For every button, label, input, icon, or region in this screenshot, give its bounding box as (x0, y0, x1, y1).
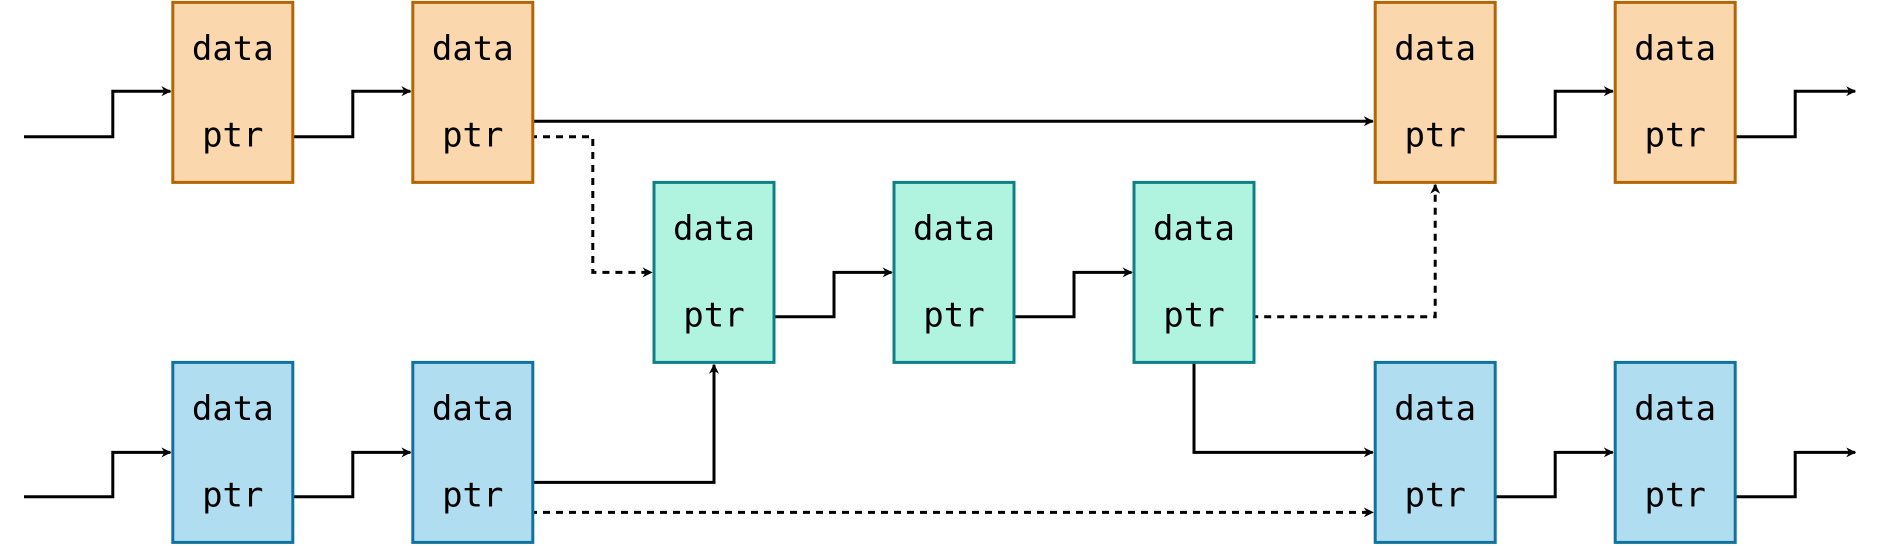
node-box (411, 0, 535, 184)
node-ptr-label: ptr (1644, 475, 1705, 515)
node-data-label: data (192, 389, 274, 429)
node-data-label: data (1394, 389, 1476, 429)
node-data-label: data (1634, 389, 1716, 429)
node-data-label: data (1153, 209, 1235, 249)
node-data-label: data (913, 209, 995, 249)
node-data-label: data (673, 209, 755, 249)
node-ptr-label: ptr (1404, 115, 1465, 155)
edge-orange-2-to-green-1 (504, 135, 653, 278)
edge-input-to-blue-1 (24, 447, 172, 499)
edge-blue-2-to-green-1 (504, 363, 719, 484)
node-box (1613, 360, 1737, 544)
node-orange-3: data ptr (1373, 0, 1497, 184)
edge-blue-3-to-blue-4 (1466, 447, 1614, 499)
node-box (652, 180, 776, 364)
edge-blue-4-to-output (1706, 447, 1857, 499)
edge-orange-1-to-orange-2 (264, 86, 412, 139)
node-box (1373, 360, 1497, 544)
node-orange-4: data ptr (1613, 0, 1737, 184)
node-ptr-label: ptr (202, 475, 263, 515)
node-data-label: data (432, 389, 514, 429)
edges-layer (24, 86, 1857, 518)
node-box (171, 0, 295, 184)
node-ptr-label: ptr (1644, 115, 1705, 155)
node-blue-4: data ptr (1613, 360, 1737, 544)
node-box (1132, 180, 1256, 364)
node-ptr-label: ptr (1163, 295, 1224, 335)
node-ptr-label: ptr (683, 295, 744, 335)
node-data-label: data (192, 29, 274, 69)
edge-green-1-to-green-2 (745, 267, 893, 319)
edge-blue-1-to-blue-2 (264, 447, 412, 499)
nodes-layer: data ptr data ptr data ptr data ptr data ptr data p… (171, 0, 1737, 544)
edge-orange-4-to-output (1706, 86, 1857, 139)
node-green-1: data ptr (652, 180, 776, 364)
node-box (171, 360, 295, 544)
node-ptr-label: ptr (923, 295, 984, 335)
edge-green-3-to-orange-3 (1225, 183, 1441, 319)
edge-orange-3-to-orange-4 (1466, 86, 1614, 139)
node-box (1613, 0, 1737, 184)
node-ptr-label: ptr (442, 475, 503, 515)
node-orange-2: data ptr (411, 0, 535, 184)
node-box (411, 360, 535, 544)
node-data-label: data (1634, 29, 1716, 69)
node-ptr-label: ptr (442, 115, 503, 155)
node-data-label: data (1394, 29, 1476, 69)
edge-input-to-orange-1 (24, 86, 172, 139)
node-blue-1: data ptr (171, 360, 295, 544)
node-green-3: data ptr (1132, 180, 1256, 364)
node-blue-3: data ptr (1373, 360, 1497, 544)
node-blue-2: data ptr (411, 360, 535, 544)
node-ptr-label: ptr (1404, 475, 1465, 515)
node-green-2: data ptr (892, 180, 1016, 364)
node-box (1373, 0, 1497, 184)
edge-green-3-to-blue-3 (1192, 333, 1374, 458)
node-data-label: data (432, 29, 514, 69)
node-box (892, 180, 1016, 364)
node-orange-1: data ptr (171, 0, 295, 184)
edge-green-2-to-green-3 (985, 267, 1133, 319)
node-ptr-label: ptr (202, 115, 263, 155)
